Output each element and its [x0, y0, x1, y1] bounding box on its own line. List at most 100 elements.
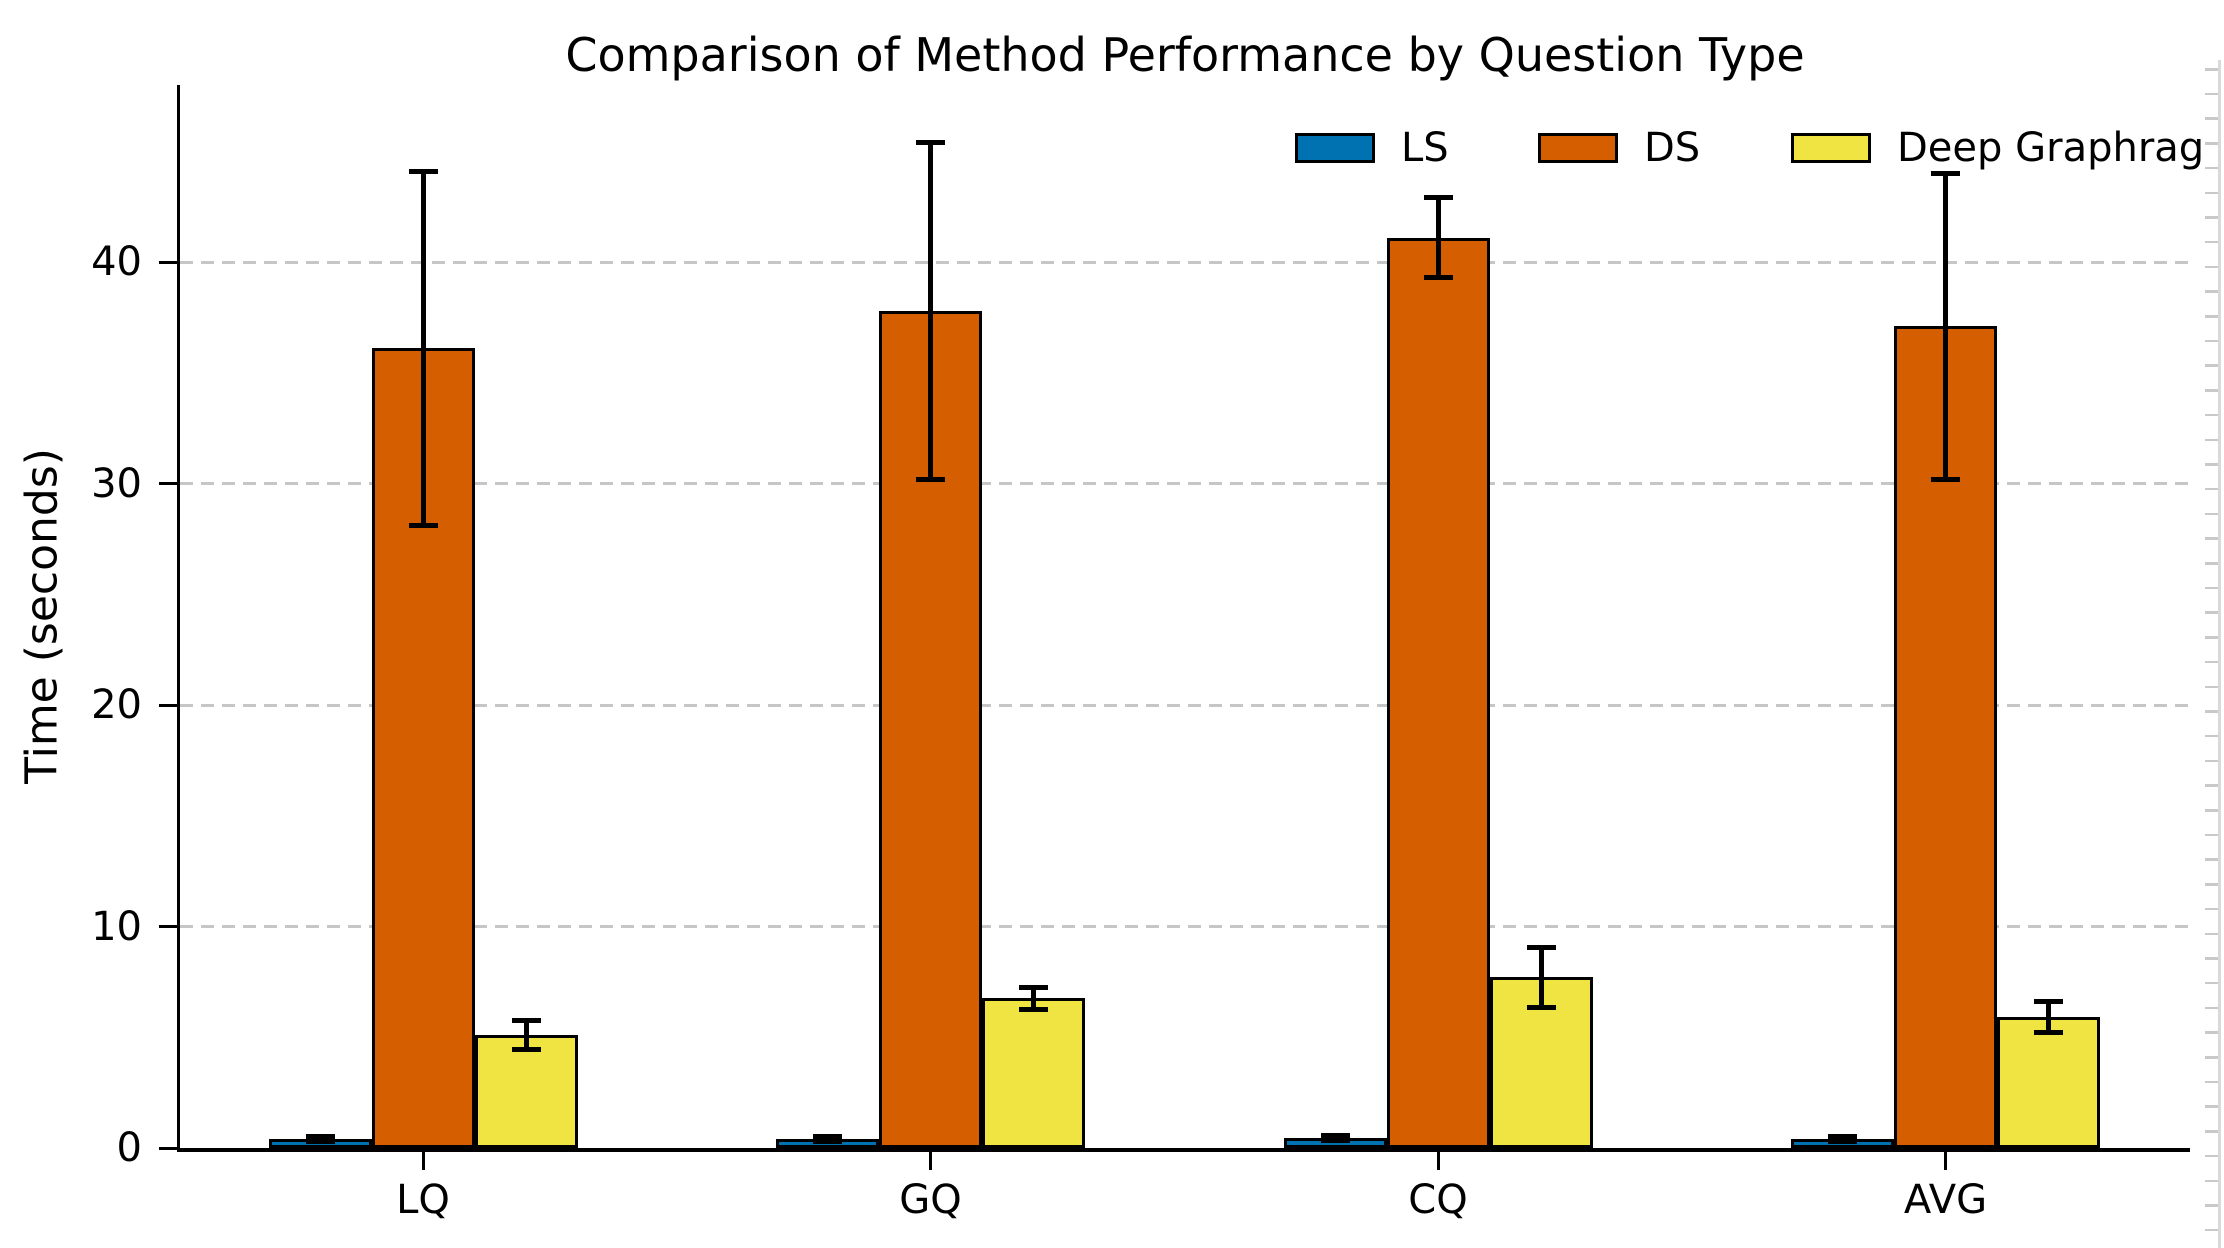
x-tick	[421, 1151, 425, 1170]
right-ruler-tick	[2205, 216, 2218, 219]
right-ruler-tick	[2205, 932, 2218, 935]
chart-title: Comparison of Method Performance by Ques…	[565, 28, 1805, 82]
error-bar-cap	[813, 1138, 842, 1144]
right-ruler-tick	[2205, 1179, 2218, 1182]
y-tick-label: 30	[91, 460, 142, 507]
right-ruler-tick	[2205, 1130, 2218, 1133]
x-tick	[1944, 1151, 1947, 1170]
legend-swatch-ds	[1538, 133, 1618, 163]
right-ruler-tick	[2205, 68, 2218, 71]
right-ruler-tick	[2205, 586, 2218, 590]
right-ruler-tick	[2205, 1154, 2218, 1158]
x-tick-label-AVG: AVG	[1903, 1176, 1988, 1223]
error-bar-cap	[1931, 170, 1960, 176]
right-ruler-tick	[2205, 981, 2218, 985]
right-ruler-tick	[2205, 957, 2218, 960]
error-bar-cap	[408, 168, 438, 174]
right-ruler-tick	[2205, 1006, 2218, 1010]
y-tick	[158, 260, 177, 264]
right-ruler-tick	[2205, 833, 2218, 837]
bar-Deep-Graphrag-LQ	[474, 1035, 578, 1148]
right-ruler-tick	[2205, 685, 2218, 688]
right-ruler-tick	[2205, 117, 2218, 120]
error-bar-cap	[1526, 945, 1556, 951]
bar-Deep-Graphrag-CQ	[1489, 977, 1593, 1148]
right-ruler-tick	[2205, 290, 2218, 293]
right-ruler-tick	[2205, 1228, 2218, 1232]
y-tick-label: 40	[91, 239, 142, 285]
right-ruler-tick	[2205, 240, 2218, 244]
right-ruler-tick	[2205, 611, 2218, 614]
right-ruler-tick	[2205, 1105, 2218, 1108]
gridline-y10	[180, 925, 2190, 928]
error-bar	[1031, 987, 1036, 1010]
right-ruler-tick	[2205, 1204, 2218, 1207]
error-bar-cap	[1423, 195, 1453, 201]
error-bar-cap	[2034, 1030, 2063, 1036]
y-tick	[158, 1146, 177, 1150]
error-bar-cap	[1019, 984, 1048, 990]
right-ruler-tick	[2205, 734, 2218, 738]
gridline-y30	[180, 482, 2190, 485]
right-ruler-tick	[2205, 463, 2218, 466]
error-bar	[1435, 197, 1441, 278]
y-tick	[158, 482, 177, 485]
right-ruler-tick	[2205, 413, 2218, 417]
legend-label-ds: DS	[1644, 125, 1701, 171]
error-bar-cap	[1423, 275, 1453, 280]
legend-label-deep-graphrag: Deep Graphrag	[1897, 125, 2205, 171]
right-ruler-tick	[2205, 191, 2218, 194]
y-tick	[158, 925, 177, 928]
y-tick-label: 0	[116, 1125, 142, 1171]
error-bar-cap	[1828, 1138, 1857, 1144]
error-bar-cap	[511, 1046, 541, 1052]
legend-swatch-ls	[1295, 133, 1375, 163]
right-ruler-tick	[2205, 562, 2218, 565]
x-axis-spine	[176, 1148, 2190, 1152]
right-ruler-tick	[2205, 710, 2218, 713]
error-bar-cap	[1526, 1004, 1556, 1010]
error-bar-cap	[916, 139, 945, 145]
right-ruler-tick	[2205, 389, 2218, 392]
error-bar	[1538, 947, 1544, 1008]
right-ruler-tick	[2205, 142, 2218, 145]
bar-DS-CQ	[1386, 237, 1490, 1148]
right-ruler-tick	[2205, 1031, 2218, 1034]
error-bar-cap	[1320, 1133, 1350, 1139]
error-bar	[2046, 1001, 2051, 1033]
error-bar-cap	[408, 523, 438, 529]
right-ruler-tick	[2205, 315, 2218, 318]
right-ruler-tick	[2205, 858, 2218, 861]
legend-swatch-deep-graphrag	[1791, 133, 1871, 163]
error-bar-cap	[1320, 1137, 1350, 1143]
right-ruler-tick	[2205, 809, 2218, 812]
error-bar-cap	[511, 1018, 541, 1024]
legend-label-ls: LS	[1401, 125, 1449, 171]
error-bar	[523, 1020, 529, 1050]
right-ruler-tick	[2205, 487, 2218, 491]
gridline-y20	[180, 703, 2190, 707]
right-ruler-tick	[2205, 660, 2218, 664]
error-bar	[420, 171, 426, 526]
error-bar-cap	[305, 1134, 335, 1140]
bar-Deep-Graphrag-GQ	[982, 998, 1085, 1148]
error-bar-cap	[1931, 476, 1960, 482]
error-bar-cap	[1828, 1134, 1857, 1140]
right-ruler-tick	[2205, 759, 2218, 763]
y-tick	[158, 703, 177, 707]
error-bar-cap	[916, 476, 945, 482]
right-ruler-tick	[2205, 512, 2218, 516]
right-ruler-tick	[2205, 784, 2218, 787]
x-tick	[1436, 1151, 1440, 1170]
right-ruler-tick	[2205, 339, 2218, 343]
gridline-y40	[180, 260, 2190, 264]
error-bar-cap	[813, 1134, 842, 1140]
x-tick-label-LQ: LQ	[396, 1176, 450, 1223]
error-bar	[928, 142, 933, 480]
right-ruler-tick	[2205, 438, 2218, 441]
right-ruler-tick	[2205, 265, 2218, 269]
x-tick	[929, 1151, 932, 1170]
right-ruler-tick	[2205, 907, 2218, 911]
bar-DS-AVG	[1894, 326, 1997, 1148]
